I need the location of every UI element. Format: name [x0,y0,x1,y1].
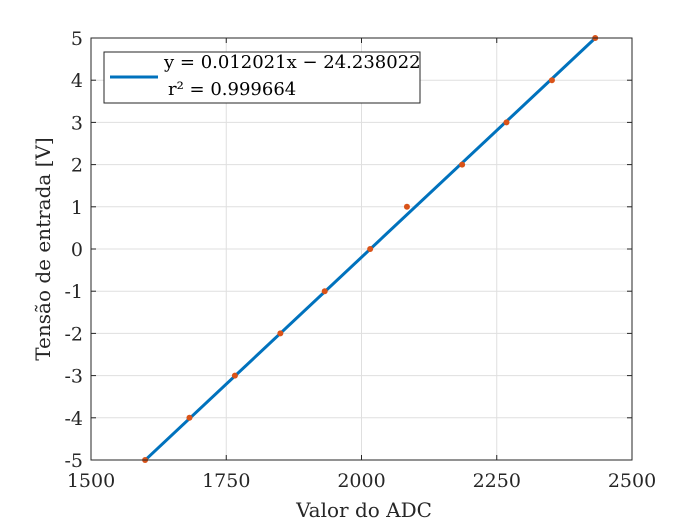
y-tick-label: -1 [64,281,83,303]
y-tick-label: 1 [71,197,83,219]
x-tick-label: 2250 [473,470,521,492]
y-tick-label: -3 [64,366,83,388]
data-point [186,414,193,421]
legend: y = 0.012021x − 24.238022 r² = 0.999664 [103,51,421,104]
ticks [90,37,633,461]
x-tick-label: 1500 [67,470,115,492]
x-tick-label: 1750 [202,470,250,492]
y-tick-label: -4 [64,408,83,430]
y-tick-label: -2 [64,323,83,345]
y-tick-label: 0 [71,239,83,261]
data-point [321,288,328,295]
x-tick-labels: 1500 1750 2000 2250 2500 [67,470,656,492]
data-point [459,161,466,168]
y-axis-title: Tensão de entrada [V] [31,137,55,360]
legend-r2: r² = 0.999664 [168,79,296,100]
data-point [503,119,510,126]
data-point [231,372,238,379]
y-tick-label: 5 [71,28,83,50]
y-tick-label: 3 [71,112,83,134]
data-point [403,203,410,210]
y-tick-label: 2 [71,155,83,177]
points-layer [142,35,599,463]
data-point [367,246,374,252]
y-tick-labels: -5 -4 -3 -2 -1 0 1 2 3 4 5 [64,28,83,472]
data-point [548,77,555,84]
data-point [277,330,284,337]
y-tick-label: 4 [71,70,83,92]
y-tick-label: -5 [64,450,83,472]
x-axis-title: Valor do ADC [295,498,432,522]
x-tick-label: 2000 [337,470,385,492]
x-tick-label: 2500 [608,470,656,492]
legend-equation: y = 0.012021x − 24.238022 [163,52,421,73]
